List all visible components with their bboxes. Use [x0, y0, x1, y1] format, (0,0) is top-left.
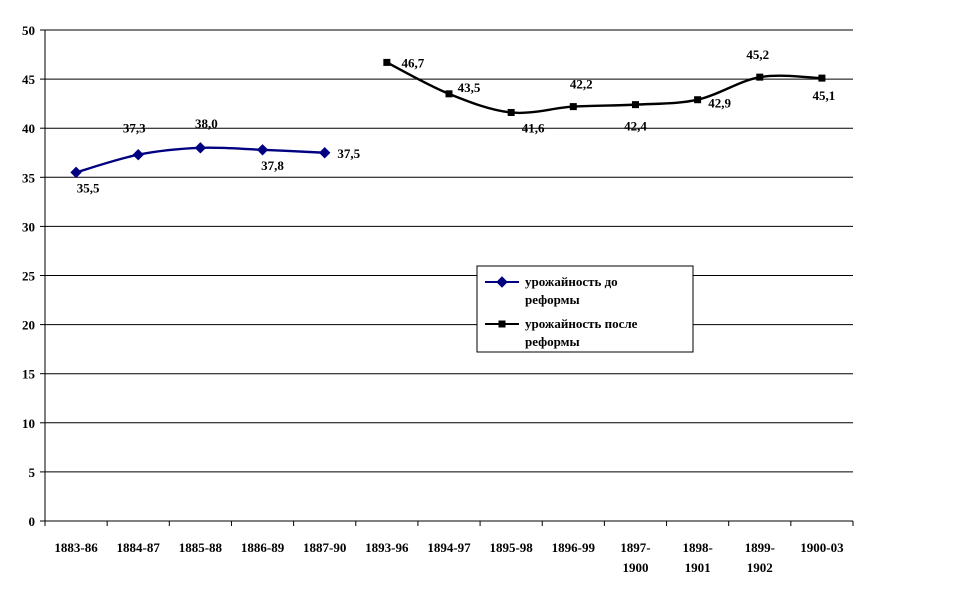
data-point: [318, 147, 331, 159]
series-line-2: [386, 61, 822, 115]
legend-label: урожайность до реформы: [525, 274, 618, 307]
data-point: [569, 103, 577, 111]
x-tick-label: 1893-96: [365, 540, 409, 555]
x-tick-label: 1898-1901: [682, 540, 712, 575]
data-label: 42,4: [624, 119, 647, 134]
data-point: [256, 144, 269, 156]
data-point: [194, 142, 207, 154]
legend-item-1: урожайность до реформы: [485, 274, 618, 307]
y-tick-label: 25: [22, 269, 36, 284]
y-tick-label: 45: [22, 72, 36, 87]
data-label: 37,8: [261, 158, 284, 173]
x-tick-label: 1899-1902: [745, 540, 775, 575]
legend-marker: [498, 320, 506, 328]
data-label: 41,6: [522, 120, 545, 135]
x-tick-label: 1894-97: [427, 540, 471, 555]
y-tick-label: 40: [22, 121, 35, 136]
x-tick-label: 1900-03: [800, 540, 844, 555]
data-labels: 35,5 37,3 38,0 37,8 37,5 46,7 43,5 41,6 42,2 42,4…: [77, 47, 836, 195]
legend-item-2: урожайность после реформы: [485, 316, 638, 349]
data-point: [631, 101, 639, 109]
x-tick-label: 1884-87: [117, 540, 161, 555]
y-tick-labels: 0 5 10 15 20 25 30 35 40 45 50: [22, 23, 36, 529]
grid-lines: [45, 29, 853, 473]
y-tick-label: 50: [22, 23, 35, 38]
data-label: 35,5: [77, 180, 100, 195]
data-point: [383, 58, 391, 66]
data-label: 37,3: [123, 121, 146, 136]
data-point: [756, 73, 764, 81]
data-point: [70, 166, 82, 179]
data-point: [818, 74, 826, 82]
data-label: 42,9: [708, 96, 731, 111]
data-label: 42,2: [570, 77, 593, 92]
y-tick-label: 35: [22, 170, 36, 185]
y-tick-label: 10: [22, 416, 35, 431]
data-point: [132, 149, 144, 161]
data-label: 38,0: [195, 116, 218, 131]
series-group: [70, 58, 826, 179]
legend-label: урожайность после реформы: [525, 316, 638, 349]
data-label: 43,5: [458, 80, 481, 95]
x-tick-label: 1883-86: [54, 540, 98, 555]
data-point: [507, 108, 515, 116]
x-tick-label: 1895-98: [489, 540, 533, 555]
data-label: 45,1: [813, 88, 836, 103]
y-tick-label: 0: [29, 514, 36, 529]
legend-marker: [496, 276, 508, 288]
y-tick-label: 5: [29, 465, 36, 480]
data-point: [694, 96, 702, 104]
data-label: 46,7: [401, 55, 424, 70]
x-tick-label: 1896-99: [552, 540, 596, 555]
data-label: 37,5: [337, 146, 360, 161]
axes: [40, 29, 854, 526]
y-tick-label: 20: [22, 318, 35, 333]
data-point: [445, 90, 453, 98]
y-tick-label: 15: [22, 367, 36, 382]
x-tick-labels: 1883-86 1884-87 1885-88 1886-89 1887-90 1893-…: [54, 540, 844, 575]
data-label: 45,2: [746, 47, 769, 62]
x-tick-label: 1886-89: [241, 540, 285, 555]
x-tick-label: 1887-90: [303, 540, 346, 555]
legend: урожайность до реформы урожайность после ре…: [476, 265, 694, 353]
y-tick-label: 30: [22, 219, 35, 234]
legend-box: [476, 265, 694, 353]
x-tick-label: 1897-1900: [620, 540, 650, 575]
x-tick-label: 1885-88: [179, 540, 223, 555]
